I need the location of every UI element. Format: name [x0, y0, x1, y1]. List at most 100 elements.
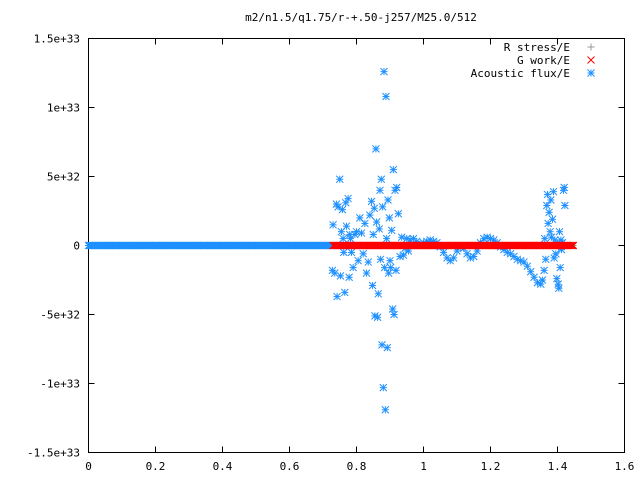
acoustic-flux-point [336, 272, 345, 280]
acoustic-flux-point [362, 269, 371, 277]
acoustic-flux-point [520, 258, 528, 266]
acoustic-flux-point [449, 254, 458, 262]
acoustic-flux-point [345, 273, 353, 282]
acoustic-flux-point [339, 248, 348, 257]
acoustic-flux-point [382, 92, 390, 101]
acoustic-flux-point [554, 284, 563, 293]
x-tick-label: 0.4 [213, 460, 233, 473]
legend-marker [587, 69, 595, 77]
g-work-point [569, 241, 578, 250]
acoustic-flux-point [549, 187, 558, 196]
acoustic-flux-point [372, 145, 380, 153]
acoustic-flux-point [397, 233, 406, 242]
acoustic-flux-point [380, 263, 389, 272]
acoustic-flux-point [394, 209, 403, 218]
legend-marker [587, 56, 595, 64]
acoustic-flux-point [333, 292, 341, 301]
acoustic-flux-point [339, 234, 347, 243]
acoustic-flux-point [367, 197, 376, 206]
acoustic-flux-point [540, 266, 548, 275]
acoustic-flux-point [368, 281, 377, 290]
acoustic-flux-point [349, 263, 358, 272]
y-tick-label: -1e+33 [40, 378, 80, 391]
legend-marker [587, 43, 595, 51]
acoustic-flux-point [342, 222, 351, 231]
acoustic-flux-point [530, 273, 538, 282]
acoustic-flux-point [392, 266, 400, 275]
acoustic-flux-point [377, 175, 386, 184]
legend-label: Acoustic flux/E [471, 67, 570, 80]
x-tick-label: 0.6 [280, 460, 300, 473]
acoustic-flux-point [555, 227, 564, 236]
acoustic-flux-point [390, 310, 398, 319]
acoustic-flux-point [338, 205, 347, 214]
acoustic-flux-point [386, 256, 394, 265]
acoustic-flux-point [373, 313, 382, 322]
acoustic-flux-point [550, 254, 559, 262]
acoustic-flux-point [545, 208, 553, 217]
acoustic-flux-point [560, 183, 569, 192]
acoustic-flux-point [463, 249, 471, 258]
y-tick-label: -1.5e+33 [27, 447, 80, 460]
g-work-point [566, 241, 574, 250]
y-tick-label: 0 [73, 240, 80, 253]
acoustic-flux-point [379, 383, 388, 392]
acoustic-flux-point [357, 229, 366, 237]
acoustic-flux-point [541, 255, 550, 264]
g-work-point [568, 241, 577, 250]
acoustic-flux-point [538, 276, 547, 284]
acoustic-flux-point [546, 196, 555, 204]
acoustic-flux-point [329, 220, 337, 229]
acoustic-flux-point [383, 343, 392, 352]
acoustic-flux-point [387, 226, 396, 235]
acoustic-flux-point [366, 211, 374, 219]
x-tick-label: 0.2 [146, 460, 166, 473]
acoustic-flux-point [361, 219, 369, 228]
acoustic-flux-point [370, 204, 379, 213]
acoustic-flux-point [536, 280, 545, 288]
acoustic-flux-point [392, 183, 401, 192]
acoustic-flux-point [347, 248, 356, 257]
acoustic-flux-point [344, 194, 352, 203]
y-tick-label: 1e+33 [47, 102, 80, 115]
acoustic-flux-point [540, 234, 549, 243]
acoustic-flux-point [382, 234, 391, 243]
acoustic-flux-point [364, 258, 373, 266]
x-tick-label: 1.6 [615, 460, 635, 473]
acoustic-flux-point [399, 251, 408, 260]
acoustic-flux-point [542, 201, 551, 210]
acoustic-flux-point [548, 215, 557, 224]
acoustic-flux-point [381, 405, 390, 414]
y-tick-label: -5e+32 [40, 309, 80, 322]
y-tick-label: 5e+32 [47, 171, 80, 184]
acoustic-flux-point [546, 227, 554, 236]
acoustic-flux-point [335, 175, 344, 184]
acoustic-flux-point [378, 203, 387, 211]
acoustic-flux-point [552, 274, 561, 283]
chart-title: m2/n1.5/q1.75/r-+.50-j257/M25.0/512 [245, 11, 477, 24]
x-tick-label: 1 [420, 460, 427, 473]
acoustic-flux-point [380, 67, 388, 76]
y-tick-label: 1.5e+33 [34, 33, 80, 46]
acoustic-flux-point [359, 249, 368, 258]
acoustic-flux-point [372, 218, 381, 226]
acoustic-flux-point [376, 186, 384, 195]
series-layer [84, 67, 578, 414]
series-g-work [329, 241, 578, 250]
g-work-point [567, 241, 575, 250]
acoustic-flux-point [388, 305, 397, 313]
x-tick-label: 0.8 [347, 460, 367, 473]
acoustic-flux-point [352, 227, 361, 236]
acoustic-flux-point [354, 256, 363, 265]
acoustic-flux-point [503, 248, 512, 257]
x-tick-label: 0 [85, 460, 92, 473]
acoustic-flux-point [376, 255, 385, 264]
acoustic-flux-point [374, 289, 383, 298]
acoustic-flux-point [385, 214, 394, 222]
acoustic-flux-point [340, 288, 349, 297]
acoustic-flux-point [375, 225, 384, 233]
legend-label: G work/E [517, 54, 570, 67]
x-tick-label: 1.2 [481, 460, 501, 473]
